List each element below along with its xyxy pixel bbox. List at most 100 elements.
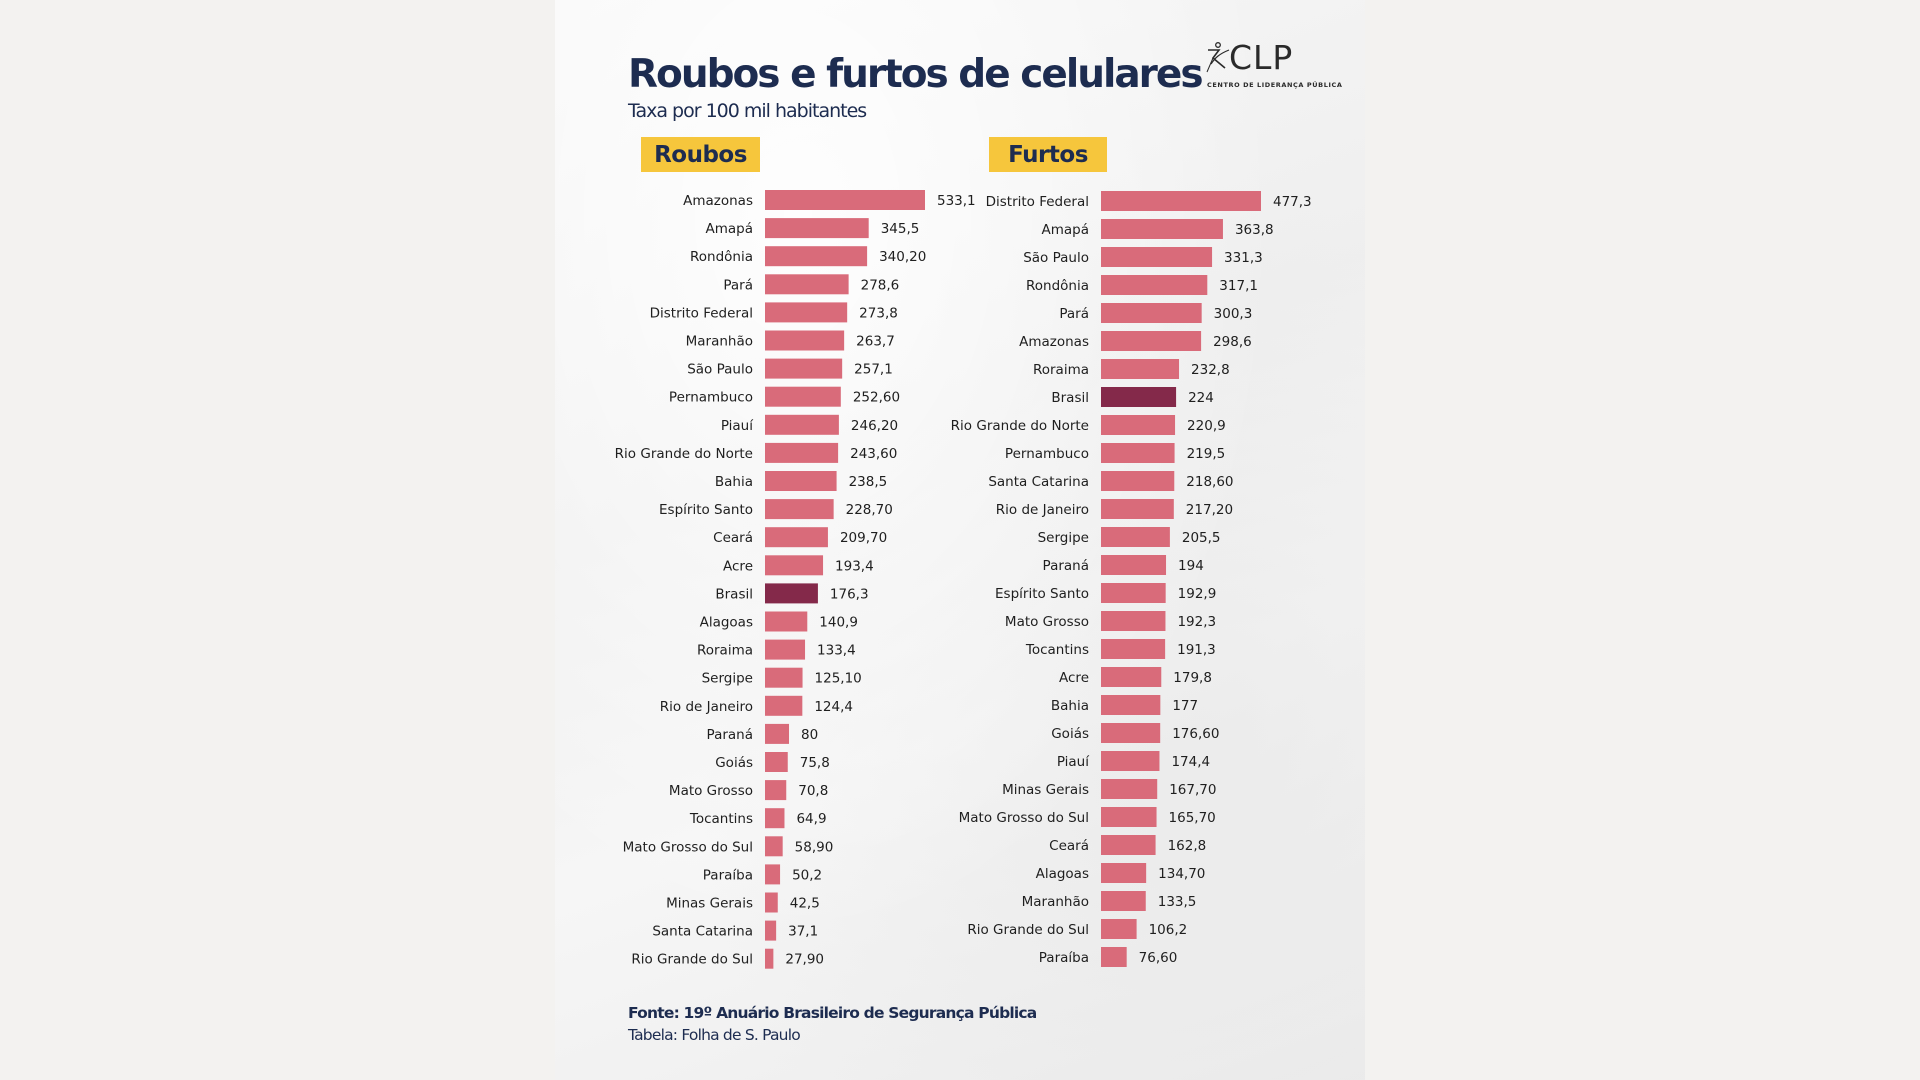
category-label: Santa Catarina <box>652 924 753 940</box>
category-label: Mato Grosso <box>669 783 753 799</box>
bar <box>1101 863 1147 883</box>
bar <box>1101 751 1160 771</box>
value-label: 273,8 <box>859 305 898 321</box>
category-label: Piauí <box>1057 754 1090 770</box>
logo-subtitle: CENTRO DE LIDERANÇA PÚBLICA <box>1207 81 1343 89</box>
category-label: Amazonas <box>683 193 753 209</box>
value-label: 238,5 <box>849 474 888 490</box>
bar <box>1101 247 1213 267</box>
category-label: Minas Gerais <box>666 896 753 912</box>
category-label: Paraíba <box>1039 950 1089 966</box>
category-label: Pará <box>1059 306 1089 322</box>
bar <box>1101 471 1175 491</box>
value-label: 167,70 <box>1169 782 1216 798</box>
category-label: Mato Grosso <box>1005 614 1089 630</box>
bar <box>1101 359 1180 379</box>
value-label: 162,8 <box>1168 838 1207 854</box>
category-label: São Paulo <box>687 362 753 378</box>
value-label: 263,7 <box>856 334 895 350</box>
category-label: Minas Gerais <box>1002 782 1089 798</box>
value-label: 533,1 <box>937 193 976 209</box>
category-label: Mato Grosso do Sul <box>959 810 1089 826</box>
bar <box>765 864 781 885</box>
value-label: 179,8 <box>1173 670 1212 686</box>
value-label: 252,60 <box>853 390 900 406</box>
category-label: Rio de Janeiro <box>996 502 1089 518</box>
bar-highlight <box>1101 387 1177 407</box>
value-label: 209,70 <box>840 530 887 546</box>
category-label: Alagoas <box>700 615 753 631</box>
bar <box>765 611 808 632</box>
category-label: Tocantins <box>689 811 753 827</box>
bar <box>1101 275 1208 295</box>
category-label: Ceará <box>713 530 753 546</box>
value-label: 340,20 <box>879 249 926 265</box>
bar <box>765 527 828 548</box>
bar <box>1101 191 1261 211</box>
bar <box>1101 527 1170 547</box>
category-label: Brasil <box>1051 390 1089 406</box>
bar <box>1101 499 1174 519</box>
bar <box>765 330 845 351</box>
value-label: 246,20 <box>851 418 898 434</box>
bar <box>1101 219 1223 239</box>
bar <box>765 695 803 716</box>
value-label: 58,90 <box>795 839 834 855</box>
category-label: Paraná <box>1043 558 1089 574</box>
value-label: 243,60 <box>850 446 897 462</box>
value-label: 224 <box>1188 390 1214 406</box>
bar <box>765 218 869 239</box>
page-subtitle: Taxa por 100 mil habitantes <box>628 100 867 122</box>
page-title: Roubos e furtos de celulares <box>628 52 1204 97</box>
category-label: Paraná <box>707 727 753 743</box>
value-label: 27,90 <box>785 952 824 968</box>
category-label: Rio Grande do Norte <box>951 418 1089 434</box>
category-label: Amazonas <box>1019 334 1089 350</box>
category-label: Bahia <box>1051 698 1089 714</box>
furtos-heading: Furtos <box>989 137 1107 172</box>
category-label: Alagoas <box>1036 866 1089 882</box>
bar <box>765 471 837 491</box>
category-label: Rio Grande do Sul <box>631 952 753 968</box>
category-label: Mato Grosso do Sul <box>623 839 753 855</box>
value-label: 477,3 <box>1273 194 1312 210</box>
bar <box>1101 443 1175 463</box>
value-label: 140,9 <box>819 615 858 631</box>
value-label: 191,3 <box>1177 642 1216 658</box>
value-label: 176,3 <box>830 586 869 602</box>
category-label: Rondônia <box>690 249 753 265</box>
value-label: 124,4 <box>814 699 853 715</box>
value-label: 37,1 <box>788 924 818 940</box>
bar <box>765 442 839 463</box>
value-label: 75,8 <box>800 755 830 771</box>
value-label: 298,6 <box>1213 334 1252 350</box>
bar <box>765 667 803 688</box>
value-label: 192,3 <box>1177 614 1216 630</box>
bar <box>1101 919 1137 939</box>
bar <box>1101 331 1202 351</box>
value-label: 165,70 <box>1169 810 1216 826</box>
value-label: 257,1 <box>854 362 893 378</box>
category-label: Espírito Santo <box>995 586 1089 602</box>
category-label: Amapá <box>705 221 753 237</box>
clp-figure-icon <box>1206 42 1230 73</box>
value-label: 218,60 <box>1186 474 1233 490</box>
bar <box>765 386 841 407</box>
value-label: 220,9 <box>1187 418 1226 434</box>
category-label: São Paulo <box>1023 250 1089 266</box>
category-label: Rondônia <box>1026 278 1089 294</box>
value-label: 176,60 <box>1172 726 1219 742</box>
category-label: Pará <box>723 277 753 293</box>
table-credit: Tabela: Folha de S. Paulo <box>628 1026 801 1044</box>
value-label: 317,1 <box>1219 278 1258 294</box>
bar <box>1101 667 1162 687</box>
category-label: Amapá <box>1041 222 1089 238</box>
value-label: 133,5 <box>1158 894 1197 910</box>
bar <box>765 780 787 801</box>
bar <box>765 555 824 576</box>
bar <box>765 499 834 520</box>
category-label: Bahia <box>715 474 753 490</box>
bar <box>765 414 839 435</box>
bar <box>1101 723 1161 743</box>
